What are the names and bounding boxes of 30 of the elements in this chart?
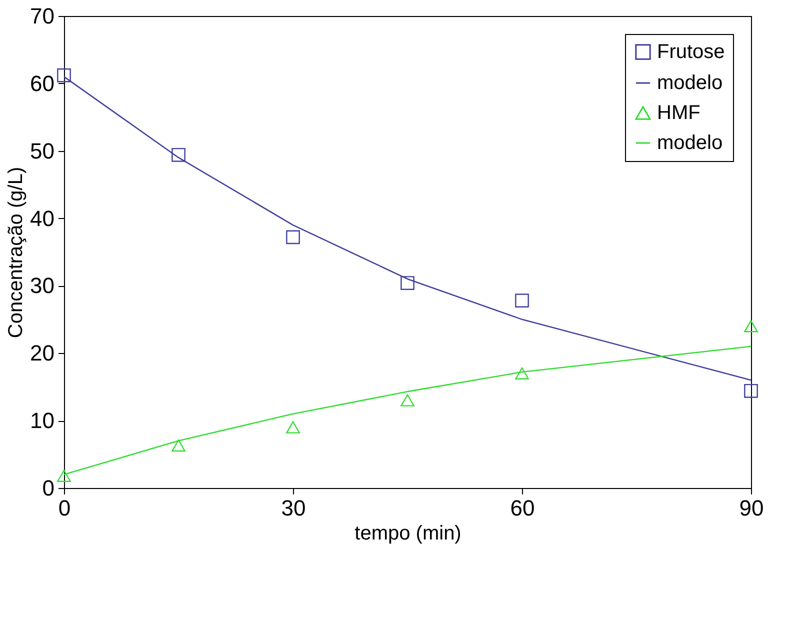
x-axis-title: tempo (min) [354,522,462,544]
x-tick-label: 60 [510,496,535,520]
x-tick-label: 90 [739,496,764,520]
y-tick-label: 60 [30,70,54,96]
x-tick-label: 0 [58,496,71,520]
point [286,230,300,244]
point [400,276,414,290]
y-tick-label: 40 [30,206,54,231]
point [172,148,186,162]
point [515,367,529,380]
y-axis-title: Concentração (g/L) [5,166,28,338]
legend-label: modelo [657,72,723,94]
legend-label: HMF [657,102,700,124]
point [744,320,758,332]
legend-label: Frutose [657,41,725,63]
x-tick-label: 30 [281,496,306,520]
point [57,68,71,82]
point [744,384,758,398]
point [172,439,186,452]
y-tick-label: 0 [42,476,54,500]
y-tick-label: 10 [30,408,54,434]
point [400,394,414,406]
legend-label: modelo [657,132,723,154]
y-tick-label: 50 [30,138,54,164]
y-tick-label: 70 [30,4,54,28]
point [515,294,529,308]
y-tick-label: 30 [30,273,54,298]
y-tick-label: 20 [30,340,54,366]
point [57,470,71,482]
point [286,421,300,434]
